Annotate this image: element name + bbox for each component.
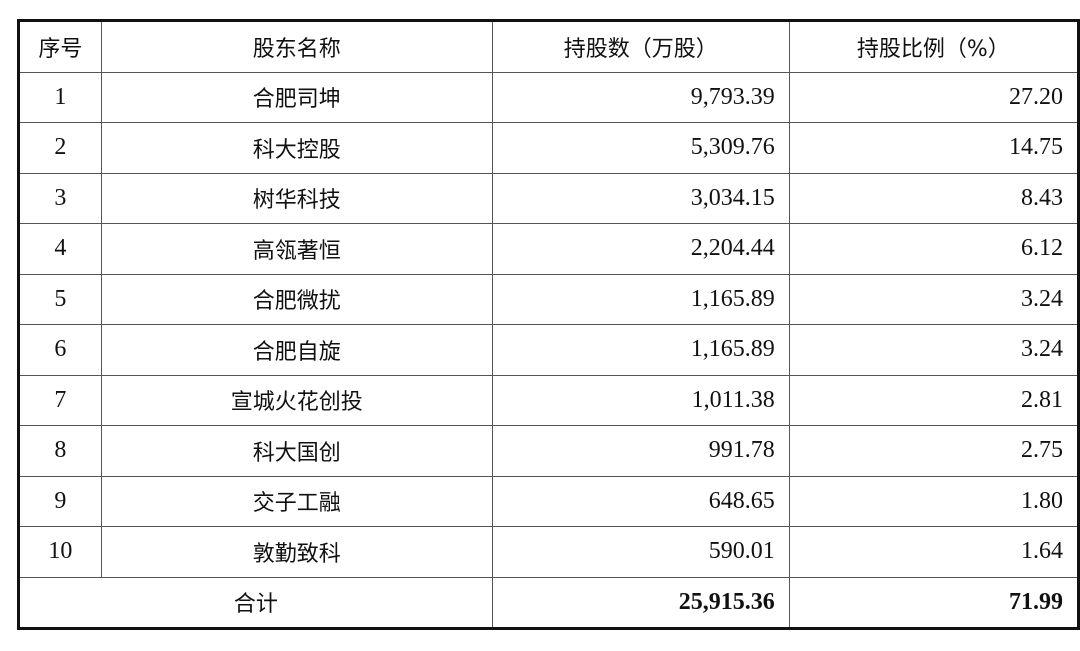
row-ratio: 3.24 [788, 324, 1080, 376]
row-shares: 9,793.39 [491, 71, 790, 123]
row-shares: 3,034.15 [491, 172, 790, 224]
total-label: 合计 [18, 576, 493, 629]
row-name: 树华科技 [100, 172, 493, 224]
row-ratio: 6.12 [788, 223, 1080, 275]
table-row: 5 合肥微扰 1,165.89 3.24 [18, 273, 1080, 325]
row-ratio: 1.80 [788, 475, 1080, 527]
row-name: 敦勤致科 [100, 526, 493, 578]
table-row: 2 科大控股 5,309.76 14.75 [18, 122, 1080, 174]
row-no: 4 [18, 223, 102, 275]
total-row: 合计 25,915.36 71.99 [18, 576, 1080, 629]
row-shares: 5,309.76 [491, 122, 790, 174]
table-row: 4 高瓴著恒 2,204.44 6.12 [18, 223, 1080, 275]
row-ratio: 2.75 [788, 425, 1080, 477]
header-no: 序号 [18, 20, 102, 73]
row-shares: 991.78 [491, 425, 790, 477]
header-ratio: 持股比例（%） [788, 20, 1080, 73]
row-no: 3 [18, 172, 102, 224]
header-row: 序号 股东名称 持股数（万股） 持股比例（%） [18, 20, 1080, 73]
total-ratio: 71.99 [788, 576, 1080, 629]
row-no: 2 [18, 122, 102, 174]
row-name: 宣城火花创投 [100, 374, 493, 426]
table-row: 10 敦勤致科 590.01 1.64 [18, 526, 1080, 578]
table-row: 9 交子工融 648.65 1.80 [18, 475, 1080, 527]
row-ratio: 1.64 [788, 526, 1080, 578]
row-name: 交子工融 [100, 475, 493, 527]
row-ratio: 27.20 [788, 71, 1080, 123]
row-name: 高瓴著恒 [100, 223, 493, 275]
row-name: 科大控股 [100, 122, 493, 174]
row-shares: 590.01 [491, 526, 790, 578]
table-row: 7 宣城火花创投 1,011.38 2.81 [18, 374, 1080, 426]
row-no: 1 [18, 71, 102, 123]
row-shares: 1,011.38 [491, 374, 790, 426]
row-no: 5 [18, 273, 102, 325]
table-row: 1 合肥司坤 9,793.39 27.20 [18, 71, 1080, 123]
table-row: 8 科大国创 991.78 2.75 [18, 425, 1080, 477]
row-name: 合肥司坤 [100, 71, 493, 123]
table-row: 3 树华科技 3,034.15 8.43 [18, 172, 1080, 224]
row-shares: 2,204.44 [491, 223, 790, 275]
total-shares: 25,915.36 [491, 576, 790, 629]
row-shares: 1,165.89 [491, 273, 790, 325]
row-ratio: 3.24 [788, 273, 1080, 325]
row-ratio: 8.43 [788, 172, 1080, 224]
header-name: 股东名称 [100, 20, 493, 73]
row-no: 6 [18, 324, 102, 376]
row-name: 合肥自旋 [100, 324, 493, 376]
row-no: 10 [18, 526, 102, 578]
row-ratio: 14.75 [788, 122, 1080, 174]
shareholder-table: 序号 股东名称 持股数（万股） 持股比例（%） 1 合肥司坤 9,793.39 27.… [17, 19, 1080, 630]
row-shares: 648.65 [491, 475, 790, 527]
row-name: 科大国创 [100, 425, 493, 477]
row-name: 合肥微扰 [100, 273, 493, 325]
table-row: 6 合肥自旋 1,165.89 3.24 [18, 324, 1080, 376]
header-shares: 持股数（万股） [491, 20, 790, 73]
row-shares: 1,165.89 [491, 324, 790, 376]
row-no: 7 [18, 374, 102, 426]
row-ratio: 2.81 [788, 374, 1080, 426]
row-no: 8 [18, 425, 102, 477]
row-no: 9 [18, 475, 102, 527]
